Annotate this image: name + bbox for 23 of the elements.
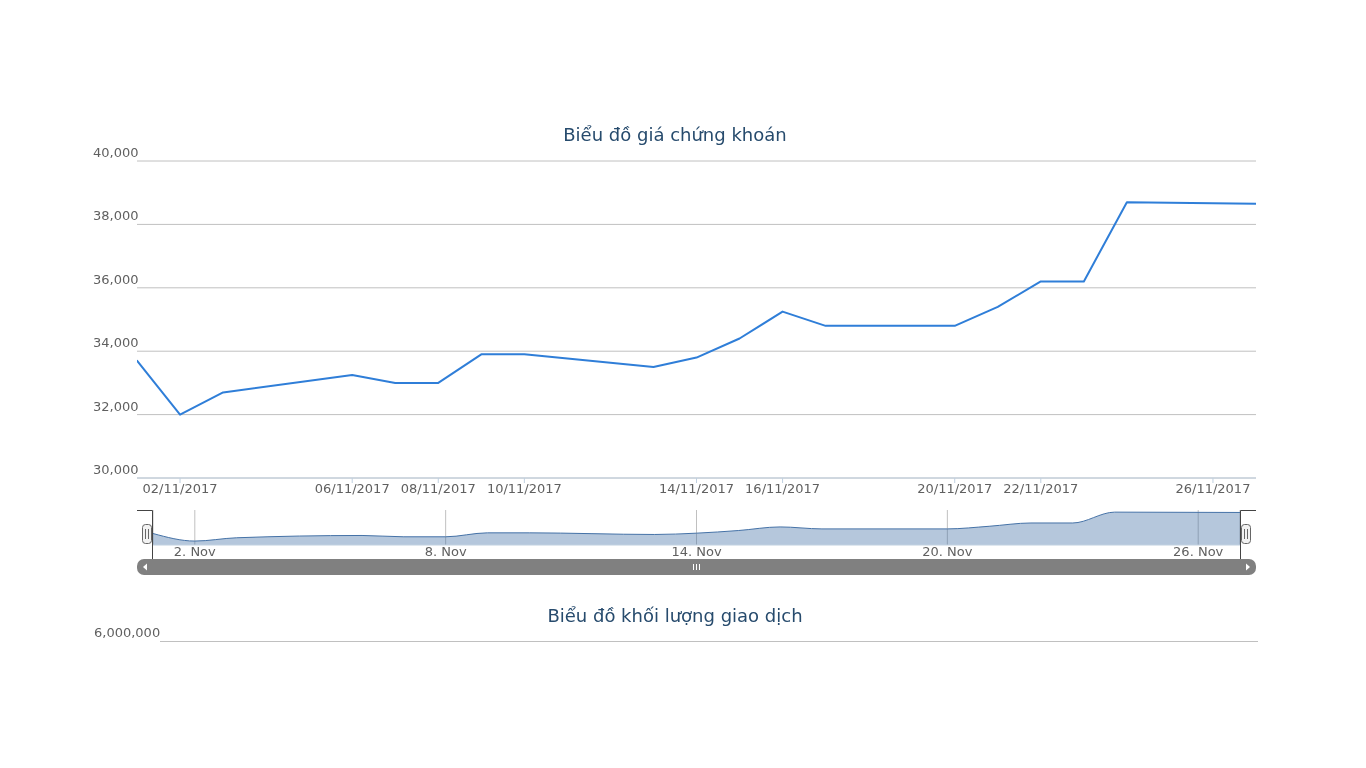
x-tick-label: 22/11/2017: [1003, 480, 1079, 496]
x-tick-label: 16/11/2017: [745, 480, 821, 496]
x-tick-label: 26/11/2017: [1175, 480, 1251, 496]
text: 6,000,000: [94, 625, 161, 640]
chart-title: Biểu đồ giá chứng khoán: [563, 124, 787, 145]
x-tick-label: 8. Nov: [424, 543, 467, 559]
y-tick-label: 32,000: [93, 398, 139, 414]
x-tick-label: 20/11/2017: [917, 480, 993, 496]
x-tick-label: 08/11/2017: [400, 480, 476, 496]
y-tick-label: 36,000: [93, 271, 139, 287]
x-tick-label: 20. Nov: [922, 543, 973, 559]
x-tick-label: 06/11/2017: [314, 480, 390, 496]
x-tick-label: 14. Nov: [671, 543, 722, 559]
x-tick-label: 02/11/2017: [142, 480, 218, 496]
x-tick-label: 14/11/2017: [659, 480, 734, 496]
y-tick-label: 40,000: [93, 145, 139, 160]
text: Biểu đồ khối lượng giao dịch: [547, 605, 803, 626]
x-tick-label: 2. Nov: [173, 543, 217, 559]
x-tick-label: 26. Nov: [1173, 543, 1224, 559]
x-tick-label: 10/11/2017: [486, 480, 562, 496]
y-tick-label: 34,000: [93, 335, 139, 351]
y-tick-label: 38,000: [93, 208, 139, 224]
y-tick-label: 30,000: [93, 462, 139, 477]
